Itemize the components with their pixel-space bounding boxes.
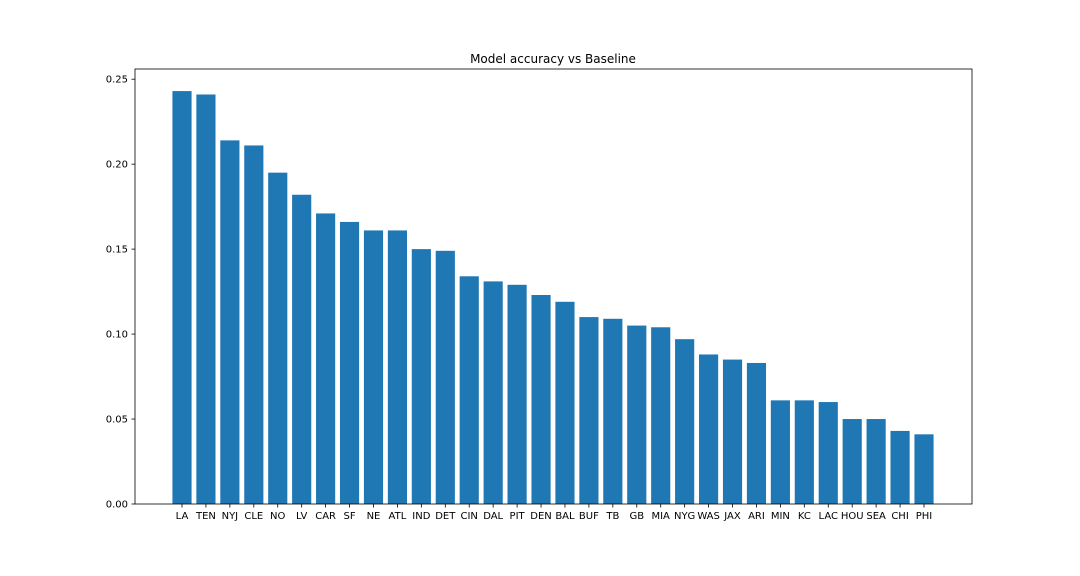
x-tick-label-cin: CIN — [461, 511, 478, 522]
bar-car — [316, 213, 336, 504]
y-tick-label: 0.20 — [106, 160, 128, 171]
x-tick-label-la: LA — [176, 511, 189, 522]
x-tick-label-lac: LAC — [819, 511, 838, 522]
bar-bal — [555, 301, 575, 504]
bar-kc — [794, 400, 814, 504]
x-tick-label-was: WAS — [697, 511, 720, 522]
x-tick-label-ind: IND — [412, 511, 430, 522]
x-tick-label-pit: PIT — [510, 511, 526, 522]
x-tick-label-hou: HOU — [841, 511, 864, 522]
bar-la — [172, 91, 192, 504]
x-tick-label-bal: BAL — [555, 511, 575, 522]
x-tick-label-mia: MIA — [651, 511, 670, 522]
bar-hou — [842, 419, 862, 504]
x-tick-label-sf: SF — [343, 511, 355, 522]
bar-pit — [507, 284, 527, 504]
bar-chi — [890, 430, 910, 504]
bar-tb — [603, 318, 623, 504]
x-tick-label-ten: TEN — [195, 511, 216, 522]
plot-frame — [134, 68, 973, 505]
x-tick-label-gb: GB — [629, 511, 644, 522]
bar-buf — [579, 317, 599, 504]
y-tick-label: 0.15 — [106, 245, 128, 256]
x-tick-label-car: CAR — [315, 511, 336, 522]
x-tick-label-no: NO — [270, 511, 285, 522]
bar-den — [531, 295, 551, 504]
y-tick-label: 0.05 — [106, 415, 128, 426]
x-axis: LA TEN NYJ CLE NO LV CAR SF NE ATL IND DET CIN DAL PIT… — [176, 504, 933, 522]
x-tick-label-nyg: NYG — [674, 511, 695, 522]
y-axis: 0.00 0.05 0.10 0.15 0.20 0.25 — [106, 75, 135, 511]
bar-no — [268, 172, 288, 504]
y-tick-label: 0.10 — [106, 330, 128, 341]
bar-nyg — [675, 339, 695, 504]
x-tick-label-tb: TB — [605, 511, 619, 522]
x-tick-label-kc: KC — [798, 511, 811, 522]
bar-dal — [483, 281, 503, 504]
x-tick-label-sea: SEA — [866, 511, 886, 522]
x-tick-label-den: DEN — [530, 511, 552, 522]
bar-was — [699, 354, 719, 504]
bar-lv — [292, 194, 312, 505]
bar-min — [770, 400, 790, 504]
x-tick-label-nyj: NYJ — [222, 511, 239, 522]
bar-det — [435, 250, 455, 504]
x-tick-label-ari: ARI — [748, 511, 765, 522]
x-tick-label-cle: CLE — [244, 511, 263, 522]
bar-cin — [459, 276, 479, 504]
x-tick-label-jax: JAX — [723, 511, 741, 522]
x-tick-label-atl: ATL — [389, 511, 407, 522]
x-tick-label-phi: PHI — [916, 511, 933, 522]
x-tick-label-dal: DAL — [483, 511, 503, 522]
x-tick-label-buf: BUF — [579, 511, 599, 522]
bar-ari — [746, 362, 767, 504]
bar-nyj — [220, 140, 240, 504]
chart-title: Model accuracy vs Baseline — [470, 52, 636, 66]
bar-mia — [651, 327, 671, 504]
y-tick-label: 0.25 — [106, 75, 128, 86]
bar-lac — [818, 402, 838, 504]
x-tick-label-ne: NE — [367, 511, 381, 522]
y-tick-label: 0.00 — [106, 500, 128, 511]
bar-atl — [387, 230, 407, 504]
bar-ten — [196, 94, 216, 505]
x-tick-label-min: MIN — [771, 511, 790, 522]
bars-group — [172, 91, 934, 505]
x-tick-label-chi: CHI — [891, 511, 908, 522]
bar-sea — [866, 419, 886, 504]
bar-cle — [244, 145, 264, 504]
bar-ne — [363, 230, 384, 504]
bar-jax — [722, 359, 743, 504]
x-tick-label-det: DET — [435, 511, 456, 522]
bar-ind — [411, 249, 431, 504]
bar-sf — [339, 221, 360, 504]
bar-phi — [914, 434, 934, 504]
bar-gb — [627, 325, 647, 504]
x-tick-label-lv: LV — [296, 511, 307, 522]
